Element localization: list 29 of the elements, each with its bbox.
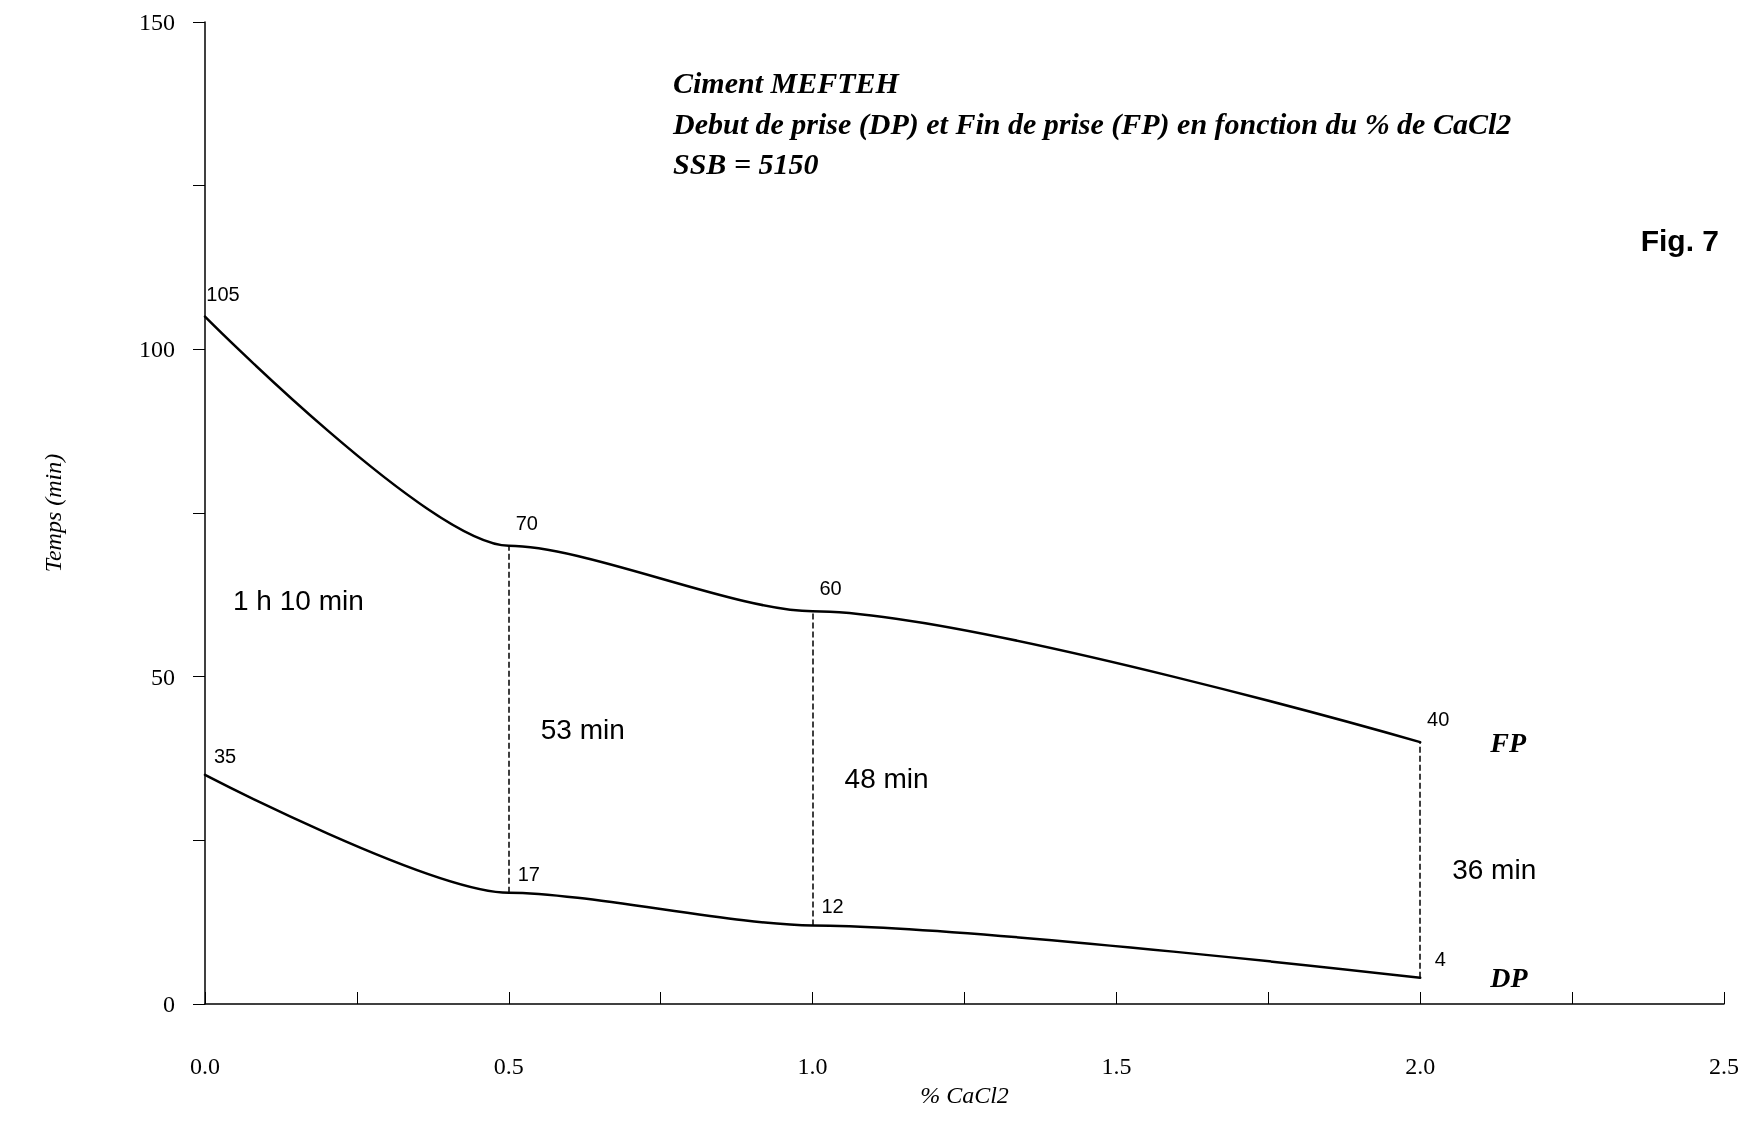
data-label: 60 — [819, 577, 842, 600]
y-axis-title: Temps (min) — [40, 453, 66, 573]
text: FP — [1489, 726, 1527, 758]
annotation: 53 min — [540, 713, 625, 745]
x-tick-label: 1.0 — [797, 1053, 828, 1079]
text: DP — [1489, 962, 1529, 994]
data-label: 17 — [517, 862, 540, 885]
x-tick-label: 2.5 — [1709, 1053, 1739, 1079]
y-tick-label: 50 — [151, 663, 175, 690]
text: Debut de prise (DP) et Fin de prise (FP) en fonction du % de CaCl2 SSB = 5150 — [672, 106, 1512, 180]
data-label: 12 — [821, 895, 844, 918]
y-tick-label: 150 — [139, 9, 175, 35]
x-tick-label: 1.5 — [1101, 1053, 1132, 1079]
y-tick-label: 100 — [139, 336, 175, 363]
annotation: 48 min — [844, 762, 929, 794]
y-tick-label: 0 — [163, 991, 175, 1017]
x-tick-label: 0.0 — [190, 1053, 220, 1079]
annotation: Fig. 7 — [1640, 223, 1719, 257]
annotation: 1 h 10 min — [233, 585, 364, 617]
data-label: 105 — [206, 282, 240, 305]
x-axis-title: % CaCl2 — [920, 1081, 1009, 1108]
data-label: 4 — [1434, 947, 1446, 970]
x-tick-label: 2.0 — [1405, 1053, 1436, 1079]
text: Ciment MEFTEH — [673, 65, 901, 99]
annotation: 36 min — [1452, 854, 1537, 886]
data-label: 40 — [1427, 708, 1450, 731]
data-label: 70 — [515, 511, 538, 534]
data-label: 35 — [213, 744, 237, 767]
x-tick-label: 0.5 — [493, 1053, 524, 1079]
